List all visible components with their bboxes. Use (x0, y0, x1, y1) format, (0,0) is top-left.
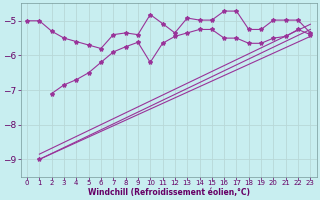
X-axis label: Windchill (Refroidissement éolien,°C): Windchill (Refroidissement éolien,°C) (88, 188, 250, 197)
